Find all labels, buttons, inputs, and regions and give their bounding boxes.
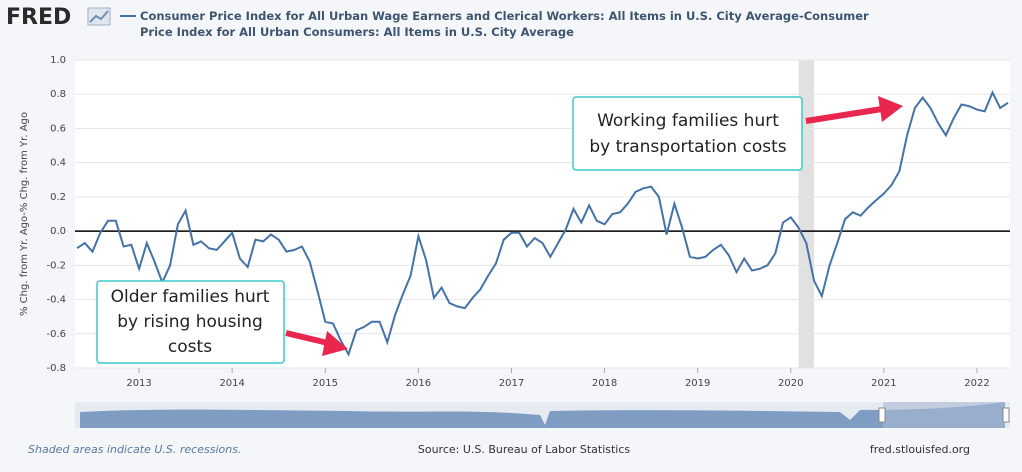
footer-source: Source: U.S. Bureau of Labor Statistics: [418, 443, 631, 456]
x-tick-label: 2015: [313, 378, 338, 389]
grid: -0.8 -0.6 -0.4 -0.2 0.0 0.2 0.4 0.6 0.8 1.0 2013 20…: [46, 55, 1010, 389]
y-tick-label: 0.4: [50, 158, 66, 169]
y-axis-label: % Chg. from Yr. Ago-% Chg. from Yr. Ago: [19, 112, 30, 316]
y-tick-label: -0.4: [46, 295, 66, 306]
y-tick-label: 0.0: [50, 226, 66, 237]
annotation-text: costs: [168, 337, 212, 357]
annotation-box: [572, 96, 803, 171]
series-line: [76, 90, 1009, 357]
annotation-box: [96, 280, 285, 364]
y-tick-label: -0.8: [46, 363, 66, 374]
arrow: [805, 96, 903, 124]
x-tick-label: 2019: [685, 378, 710, 389]
logo: FRED: [6, 5, 71, 30]
navigator: [75, 402, 1010, 428]
series-layer: [76, 90, 1009, 357]
y-tick-label: 0.2: [50, 192, 66, 203]
y-tick-label: 0.8: [50, 89, 66, 100]
logo-icon: [87, 7, 111, 26]
y-tick-label: 1.0: [50, 55, 66, 66]
y-tick-label: 0.6: [50, 123, 66, 134]
x-tick-label: 2014: [219, 378, 244, 389]
annotation-text: Working families hurt: [597, 111, 779, 131]
x-tick-label: 2020: [778, 378, 803, 389]
annotation-text: by transportation costs: [589, 137, 786, 157]
y-tick-label: -0.2: [46, 260, 66, 271]
x-tick-label: 2021: [871, 378, 896, 389]
chart-title: Consumer Price Index for All Urban Wage …: [140, 9, 869, 39]
x-tick-label: 2013: [126, 378, 151, 389]
x-tick-label: 2022: [964, 378, 989, 389]
arrow: [285, 330, 348, 356]
y-tick-label: -0.6: [46, 329, 66, 340]
footer-url: fred.stlouisfed.org: [870, 443, 970, 456]
x-tick-label: 2017: [499, 378, 524, 389]
x-tick-label: 2016: [406, 378, 431, 389]
annotation-text: by rising housing: [117, 312, 263, 332]
footer-note: Shaded areas indicate U.S. recessions.: [28, 443, 241, 456]
annotation-text: Older families hurt: [111, 287, 270, 307]
x-tick-label: 2018: [592, 378, 617, 389]
